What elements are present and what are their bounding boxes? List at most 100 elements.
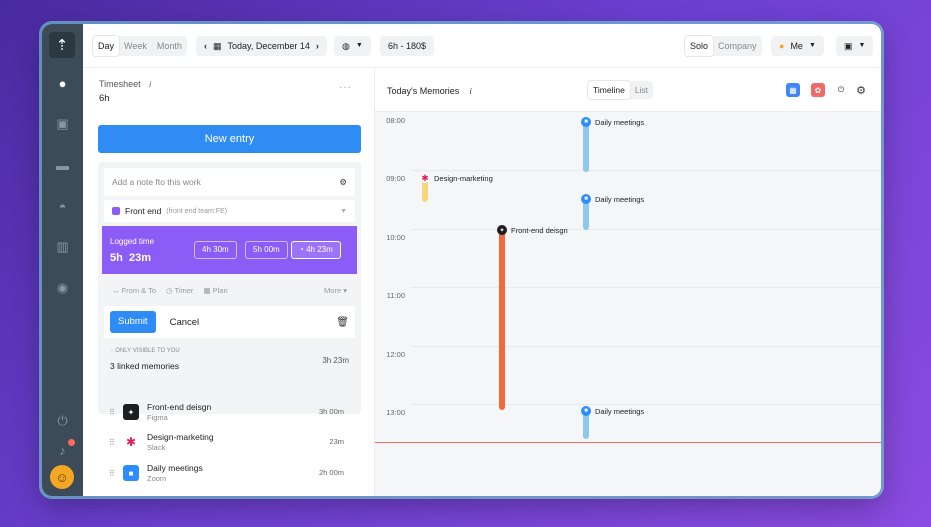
duration-chip[interactable]: 4h 30m [194,241,237,259]
hour-gridline [411,229,881,230]
project-color-swatch [112,207,120,215]
note-input[interactable]: Add a note fto this work ⚙ [104,168,355,196]
event-label[interactable]: ✱ Design-marketing [420,173,493,183]
user-dropdown[interactable]: ● Me ▼ [771,36,824,56]
more-label: More [324,286,342,295]
event-label[interactable]: ■ Daily meetings [581,194,644,204]
event-bar[interactable] [583,409,589,439]
zoom-icon: ■ [581,406,591,416]
tab-month[interactable]: Month [156,41,182,51]
duration-chip-label: 4h 23m [306,245,333,254]
chevron-right-icon[interactable]: › [315,41,319,51]
drag-handle-icon[interactable]: ⠿ [109,408,115,417]
timer-icon: ◔ [299,245,304,254]
submit-button[interactable]: Submit [110,311,156,333]
event-label[interactable]: ■ Daily meetings [581,406,644,416]
drag-handle-icon[interactable]: ⠿ [109,469,115,478]
option-from-to[interactable]: ↔ From & To [112,286,157,295]
option-timer[interactable]: ◷ Timer [166,286,194,295]
clock-icon[interactable]: ● [58,75,67,91]
avatar[interactable]: ☺ [50,465,74,489]
info-icon[interactable]: i [469,87,472,96]
scope-switch: Solo Company [685,36,762,56]
hour-label: 11:00 [386,291,405,300]
rate-label: 6h - 180$ [388,41,427,51]
duration-chip[interactable]: 5h 00m [245,241,288,259]
google-calendar-icon[interactable]: ▦ [786,83,800,97]
tab-week[interactable]: Week [124,41,147,51]
view-switch: Timeline List [588,81,654,99]
gear-icon[interactable]: ⚙ [856,84,866,97]
duration-chip-selected[interactable]: ◔ 4h 23m [291,241,341,259]
plug-icon[interactable]: ⏻ [837,85,845,94]
memories-title-text: Today's Memories [387,86,460,96]
hour-gridline [411,170,881,171]
date-picker[interactable]: ‹ ▦ Today, December 14 › [196,36,327,56]
tab-company[interactable]: Company [718,41,757,51]
app-integration-icon[interactable]: ✿ [811,83,825,97]
briefcase-icon[interactable]: ▬ [56,157,69,173]
note-placeholder: Add a note fto this work [112,177,201,187]
info-icon[interactable]: i [149,80,151,89]
tab-solo[interactable]: Solo [685,36,714,56]
event-label[interactable]: ■ Daily meetings [581,117,644,127]
gear-icon[interactable]: ⚙ [339,176,347,187]
chevron-left-icon[interactable]: ‹ [204,41,207,51]
memories-title: Today's Memories i [387,86,472,96]
zoom-icon: ■ [581,194,591,204]
user-icon[interactable]: ◓ [58,198,67,214]
event-title: Design-marketing [434,173,493,183]
top-toolbar: Day Week Month ‹ ▦ Today, December 14 › … [83,24,881,68]
list-item[interactable]: ⠿ ✦ Front-end deisgn Figma 3h 00m [109,402,348,426]
bar-chart-icon[interactable]: ▥ [56,239,69,254]
hour-gridline [411,287,881,288]
visibility-note: ◌ ONLY VISIBLE TO YOU [110,348,180,354]
entry-form: Add a note fto this work ⚙ Front end (fr… [98,162,361,414]
memory-name: Daily meetings [147,463,203,473]
tab-day[interactable]: Day [93,36,120,56]
tab-timeline[interactable]: Timeline [588,81,630,99]
new-entry-button[interactable]: New entry [98,125,361,153]
event-bar[interactable] [583,198,589,230]
logo-icon[interactable]: ⇡ [49,32,75,58]
globe-dropdown[interactable]: ◍ ▼ [334,36,371,56]
event-bar[interactable] [422,176,428,202]
logged-time-panel: Logged time 5h 23m 4h 30m 5h 00m ◔ 4h 23… [102,226,357,274]
figma-icon: ✦ [497,225,507,235]
visibility-text: ONLY VISIBLE TO YOU [115,348,180,354]
event-bar[interactable] [583,122,589,172]
event-title: Daily meetings [595,194,645,204]
list-item[interactable]: ⠿ ■ Daily meetings Zoom 2h 00m [109,463,348,487]
tab-list[interactable]: List [634,85,649,95]
current-time-line [375,442,881,443]
chevron-down-icon: ▼ [808,42,816,49]
plug-icon[interactable]: ⏻ [57,413,68,428]
project-select[interactable]: Front end (front end team:FE) ▼ [104,200,355,222]
slack-icon: ✱ [420,172,430,183]
figma-icon: ✦ [123,404,139,420]
option-plan[interactable]: ▦ Plan [203,286,228,295]
form-actions: Submit Cancel 🗑 [104,306,355,338]
list-item[interactable]: ⠿ ✱ Design-marketing Slack 23m [109,432,348,456]
event-bar[interactable] [499,230,505,410]
drag-handle-icon[interactable]: ⠿ [109,438,115,447]
tasks-dropdown[interactable]: ▣ ▼ [836,36,874,56]
hour-gridline [411,404,881,405]
trash-icon[interactable]: 🗑 [336,316,349,328]
cancel-button[interactable]: Cancel [169,316,200,328]
clipboard-check-icon[interactable]: ▣ [56,116,69,131]
zoom-icon: ■ [123,465,139,481]
memories-panel: Today's Memories i Timeline List ▦ ✿ ⏻ ⚙… [375,68,881,496]
logged-hours: 5h [110,252,123,264]
app-window: ⇡ ● ▣ ▬ ◓ ▥ ◉ ⏻ ♪ ☺ Day Week Month ‹ ▦ T… [42,24,881,496]
chevron-down-icon: ▼ [858,42,866,49]
event-title: Daily meetings [595,406,645,416]
globe-icon: ◍ [342,41,350,51]
date-label: Today, December 14 [227,41,310,51]
more-dropdown[interactable]: More ▾ [324,286,347,295]
memory-duration: 3h 00m [318,407,344,416]
bell-icon[interactable]: ♪ [59,442,66,458]
dollar-icon[interactable]: ◉ [56,280,69,295]
event-label[interactable]: ✦ Front-end deisgn [497,225,568,235]
more-options-icon[interactable]: ··· [339,82,352,93]
